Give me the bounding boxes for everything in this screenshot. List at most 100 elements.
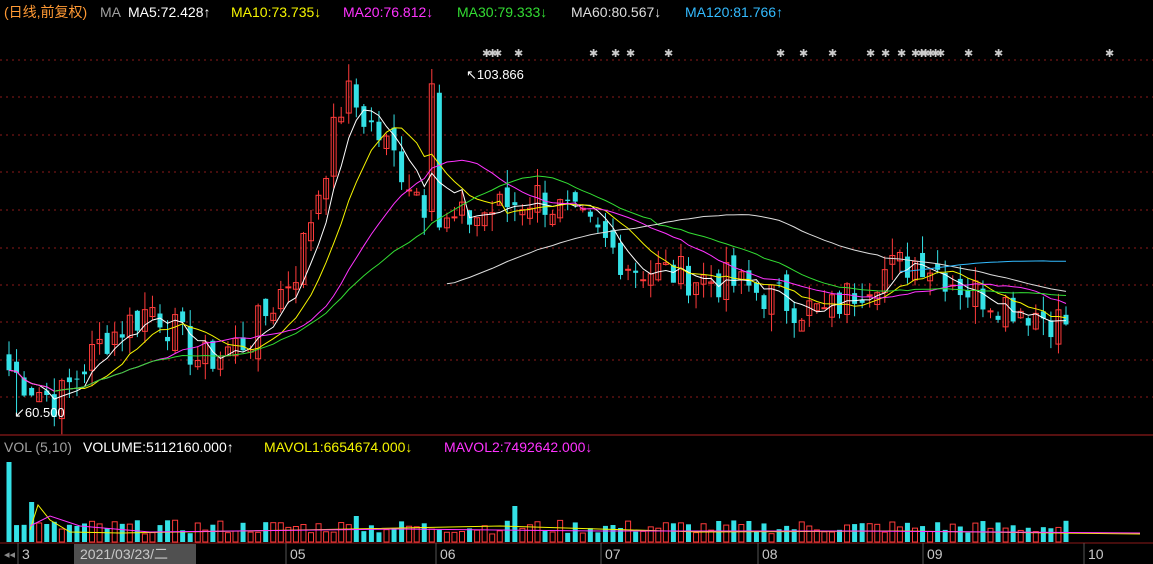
signal-star-icon: ✱ bbox=[1105, 48, 1114, 60]
candle-body-up bbox=[662, 262, 669, 265]
volume-bar-up bbox=[534, 521, 541, 543]
candle-body-down bbox=[399, 151, 405, 183]
chart-mode-label: (日线,前复权) bbox=[4, 4, 87, 20]
volume-bar-down bbox=[965, 532, 971, 542]
volume-bar-up bbox=[315, 523, 322, 543]
candle-body-down bbox=[761, 295, 767, 310]
signal-star-icon: ✱ bbox=[493, 48, 502, 60]
x-axis-bar bbox=[0, 543, 1153, 564]
candle-body-up bbox=[459, 201, 465, 216]
volume-bar-up bbox=[647, 526, 654, 543]
volume-bar-down bbox=[565, 532, 571, 542]
candle-body-down bbox=[29, 387, 35, 396]
candle-body-down bbox=[784, 274, 790, 311]
volume-bar-down bbox=[761, 523, 767, 542]
ma120-line bbox=[899, 260, 1066, 272]
volume-bar-up bbox=[579, 532, 586, 543]
volume-bar-up bbox=[443, 531, 450, 543]
ma10-line bbox=[8, 127, 1067, 392]
x-tick-label: 3 bbox=[22, 546, 30, 562]
volume-bar-up bbox=[255, 531, 262, 543]
volume-bar-down bbox=[633, 531, 639, 542]
volume-bar-down bbox=[587, 528, 593, 542]
candle-body-up bbox=[693, 282, 700, 296]
candle-body-up bbox=[413, 191, 420, 196]
candle-body-down bbox=[572, 192, 578, 202]
candle-body-down bbox=[6, 354, 12, 371]
candle-body-down bbox=[1010, 297, 1016, 322]
candle-body-down bbox=[610, 230, 616, 248]
candle-body-down bbox=[965, 290, 971, 298]
candle-body-up bbox=[889, 254, 896, 265]
volume-bar-up bbox=[172, 519, 179, 543]
volume-bar-up bbox=[723, 524, 730, 543]
candle-body-up bbox=[866, 294, 873, 297]
candle-body-down bbox=[618, 242, 624, 275]
volume-bar-up bbox=[224, 532, 231, 543]
candle-body-down bbox=[421, 195, 427, 218]
candle-body-down bbox=[157, 313, 163, 328]
volume-bar-up bbox=[292, 526, 299, 543]
candle-body-up bbox=[844, 283, 851, 315]
mavol1-label: MAVOL1:6654674.000↓ bbox=[264, 439, 412, 455]
scroll-left-icon[interactable]: ◂◂ bbox=[4, 549, 16, 561]
candle-body-up bbox=[1017, 310, 1024, 319]
volume-bar-down bbox=[852, 524, 858, 542]
candle-body-down bbox=[210, 340, 216, 369]
candle-body-down bbox=[587, 211, 593, 217]
mavol2-label: MAVOL2:7492642.000↓ bbox=[444, 439, 592, 455]
candle-body-up bbox=[308, 222, 314, 242]
candle-body-down bbox=[1063, 314, 1069, 325]
candle-body-down bbox=[66, 377, 72, 383]
candle-body-up bbox=[896, 251, 903, 262]
signal-star-icon: ✱ bbox=[897, 48, 906, 60]
candle-body-up bbox=[481, 212, 488, 227]
candle-body-down bbox=[21, 377, 27, 396]
volume-bar-down bbox=[210, 524, 216, 542]
volume-bar-down bbox=[618, 527, 624, 542]
volume-bar-down bbox=[512, 506, 518, 542]
ma30-label: MA30:79.333↓ bbox=[457, 4, 547, 20]
x-tick-label: 06 bbox=[440, 546, 456, 562]
volume-bar-up bbox=[549, 531, 556, 543]
x-tick-label: 09 bbox=[927, 546, 943, 562]
candle-body-up bbox=[111, 331, 118, 345]
volume-bar-down bbox=[1048, 528, 1054, 542]
date-cursor-box bbox=[74, 544, 196, 564]
candle-body-down bbox=[504, 187, 510, 208]
volume-name-label: VOL (5,10) bbox=[4, 439, 72, 455]
candle-body-up bbox=[474, 217, 481, 227]
candle-body-down bbox=[859, 300, 865, 303]
candle-body-up bbox=[292, 282, 299, 290]
volume-bar-up bbox=[330, 531, 337, 543]
mavol2-line bbox=[29, 515, 1141, 534]
signal-star-icon: ✱ bbox=[866, 48, 875, 60]
volume-bar-up bbox=[481, 525, 488, 543]
candle-body-up bbox=[383, 135, 390, 149]
candle-body-down bbox=[512, 202, 518, 206]
max-price-annotation: ↖103.866 bbox=[466, 67, 524, 82]
volume-bar-up bbox=[413, 526, 420, 543]
candle-body-down bbox=[746, 270, 752, 286]
candlestick-series[interactable] bbox=[6, 64, 1069, 435]
ma10-label: MA10:73.735↓ bbox=[231, 4, 321, 20]
candle-body-down bbox=[51, 394, 57, 418]
candle-body-up bbox=[338, 116, 345, 123]
candle-body-down bbox=[1048, 320, 1054, 338]
signal-star-icon: ✱ bbox=[936, 48, 945, 60]
candle-body-down bbox=[44, 390, 50, 395]
volume-value-label: VOLUME:5112160.000↑ bbox=[83, 439, 234, 455]
candle-body-down bbox=[837, 292, 842, 314]
min-price-annotation: ↙60.500 bbox=[14, 405, 65, 420]
candle-body-up bbox=[149, 307, 156, 318]
signal-star-icon: ✱ bbox=[514, 48, 523, 60]
volume-bar-up bbox=[285, 526, 292, 543]
volume-bar-down bbox=[753, 531, 759, 542]
x-tick-label: 05 bbox=[290, 546, 306, 562]
volume-ma-lines bbox=[29, 503, 1141, 535]
volume-bar-up bbox=[459, 530, 465, 543]
volume-bar-up bbox=[496, 530, 503, 543]
volume-bar-down bbox=[776, 529, 782, 542]
ma20-label: MA20:76.812↓ bbox=[343, 4, 433, 20]
